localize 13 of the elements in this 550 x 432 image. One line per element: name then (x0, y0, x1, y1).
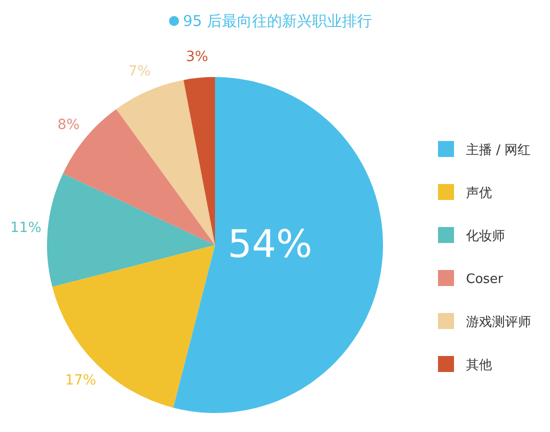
legend-label: 其他 (466, 358, 492, 373)
data-label: 8% (57, 116, 80, 133)
data-label: 17% (65, 372, 96, 388)
data-label: 3% (186, 48, 208, 65)
legend-label: 游戏测评师 (466, 315, 531, 330)
title: 95 后最向往的新兴职业排行 (169, 12, 372, 30)
legend-label: 声优 (466, 186, 492, 201)
legend-label: 化妆师 (466, 229, 505, 244)
data-label: 54% (228, 222, 312, 266)
legend-label: Coser (466, 272, 504, 287)
data-label: 7% (128, 64, 151, 80)
legend-label: 主播 / 网红 (466, 142, 531, 158)
data-label: 11% (10, 220, 42, 236)
